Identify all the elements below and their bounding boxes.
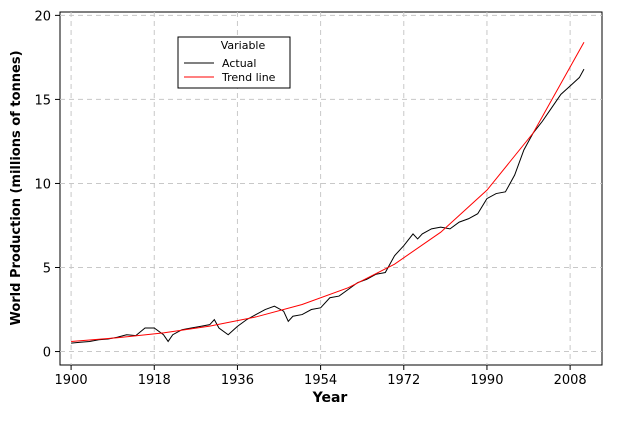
legend-label: Trend line xyxy=(221,71,276,84)
y-tick-label: 10 xyxy=(34,177,51,192)
plot-frame xyxy=(59,11,603,366)
legend-label: Actual xyxy=(222,57,256,70)
x-axis-label: Year xyxy=(312,390,348,406)
x-tick-label: 1936 xyxy=(221,373,254,388)
line-series xyxy=(71,68,585,344)
y-axis-label: World Production (millions of tonnes) xyxy=(9,50,24,325)
line-series xyxy=(71,42,585,342)
x-tick-label: 1990 xyxy=(470,373,503,388)
x-tick-label: 1954 xyxy=(304,373,337,388)
x-tick-label: 1918 xyxy=(138,373,171,388)
legend-title: Variable xyxy=(221,39,266,52)
x-tick-label: 2008 xyxy=(554,373,587,388)
y-tick-label: 15 xyxy=(34,93,51,108)
x-tick-label: 1900 xyxy=(55,373,88,388)
x-tick-label: 1972 xyxy=(387,373,420,388)
y-tick-label: 0 xyxy=(43,346,51,361)
y-tick-label: 20 xyxy=(34,9,51,24)
y-tick-label: 5 xyxy=(43,262,51,277)
